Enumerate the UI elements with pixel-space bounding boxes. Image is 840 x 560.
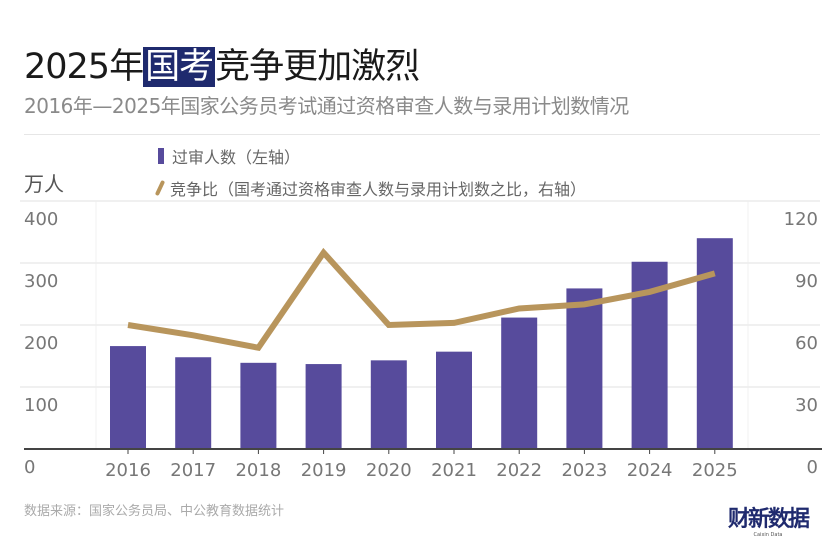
legend-bar-label: 过审人数（左轴）	[172, 148, 301, 167]
x-tick-label: 2024	[627, 460, 673, 481]
x-tick-label: 2025	[692, 460, 738, 481]
x-tick-label: 2016	[105, 460, 151, 481]
competition-ratio-line	[127, 247, 716, 352]
left-axis-tick: 200	[24, 333, 58, 354]
right-axis-tick: 60	[795, 333, 818, 354]
x-tick-label: 2022	[496, 460, 542, 481]
x-tick-label: 2018	[235, 460, 281, 481]
bar-2016	[110, 346, 146, 449]
left-axis-tick: 400	[24, 209, 58, 230]
chart-subtitle: 2016年—2025年国家公务员考试通过资格审查人数与录用计划数情况	[24, 94, 629, 118]
title-post: 竞争更加激烈	[215, 47, 420, 87]
left-axis-tick: 100	[24, 395, 58, 416]
legend-line-label: 竞争比（国考通过资格审查人数与录用计划数之比，右轴）	[170, 180, 587, 199]
right-axis-tick: 120	[784, 209, 818, 230]
left-axis-unit: 万人	[24, 172, 64, 196]
left-axis-tick: 0	[24, 457, 35, 478]
logo-en: Caixin Data	[753, 532, 783, 538]
x-tick-label: 2023	[561, 460, 607, 481]
bar-2019	[305, 364, 342, 449]
left-axis-tick: 300	[24, 271, 58, 292]
x-tick-label: 2021	[431, 460, 477, 481]
bar-2020	[370, 360, 407, 449]
logo-cn: 财新数据	[728, 507, 810, 532]
divider	[24, 134, 820, 135]
bar-2021	[436, 351, 472, 449]
chart-title: 2025年国考竞争更加激烈	[24, 38, 420, 89]
title-highlight: 国考	[143, 47, 216, 87]
bar-2025	[696, 238, 733, 449]
right-axis-tick: 90	[795, 271, 818, 292]
bar-2017	[175, 357, 212, 449]
legend-line: 竞争比（国考通过资格审查人数与录用计划数之比，右轴）	[154, 176, 587, 200]
logo: 财新数据 Caixin Data	[728, 507, 810, 539]
bar-2022	[501, 317, 538, 449]
bar-2023	[566, 288, 603, 449]
x-tick-label: 2020	[366, 460, 412, 481]
x-tick-label: 2017	[170, 460, 216, 481]
bar-2018	[240, 362, 277, 449]
legend-bar: 过审人数（左轴）	[158, 144, 300, 168]
legend-bar-swatch	[158, 148, 164, 164]
right-axis-tick: 0	[807, 457, 818, 478]
source-note: 数据来源：国家公务员局、中公教育数据统计	[24, 504, 285, 519]
title-pre: 2025年	[24, 47, 144, 87]
x-tick-label: 2019	[301, 460, 347, 481]
right-axis-tick: 30	[795, 395, 818, 416]
